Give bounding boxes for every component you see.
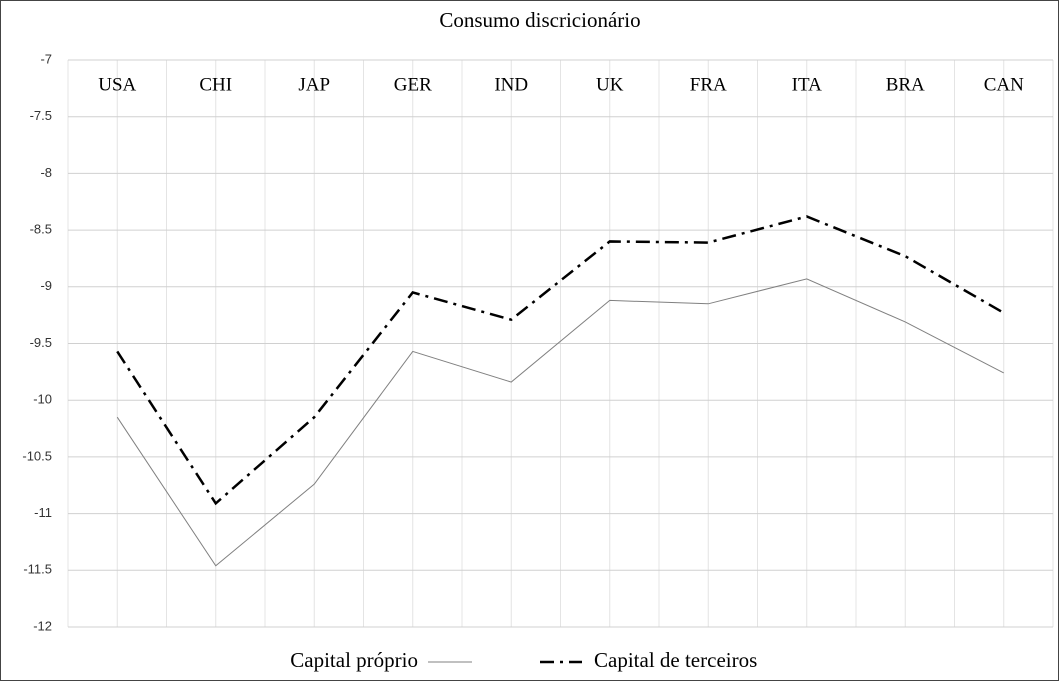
x-tick-label: IND	[494, 74, 528, 95]
x-tick-label: GER	[394, 74, 432, 95]
y-tick-label: -12	[33, 618, 52, 633]
y-tick-label: -10.5	[22, 448, 52, 463]
x-tick-label: UK	[596, 74, 624, 95]
y-tick-label: -9.5	[30, 335, 52, 350]
x-tick-label: FRA	[690, 74, 727, 95]
x-tick-label: USA	[98, 74, 136, 95]
y-tick-label: -11	[34, 505, 52, 520]
y-tick-label: -10	[33, 392, 52, 407]
y-tick-label: -8	[40, 165, 52, 180]
line-series	[116, 278, 1004, 567]
x-tick-label: ITA	[792, 74, 822, 95]
legend-label: Capital de terceiros	[594, 648, 757, 672]
y-tick-label: -9	[40, 278, 52, 293]
x-tick-label: CHI	[199, 74, 232, 95]
y-tick-label: -11.5	[23, 562, 52, 577]
x-tick-label: CAN	[984, 74, 1024, 95]
y-tick-label: -8.5	[30, 222, 52, 237]
x-tick-label: BRA	[886, 74, 925, 95]
y-tick-label: -7	[40, 51, 52, 66]
legend-label: Capital próprio	[290, 648, 418, 672]
chart-title: Consumo discricionário	[439, 8, 640, 32]
y-tick-label: -7.5	[30, 108, 52, 123]
x-tick-label: JAP	[298, 74, 330, 95]
